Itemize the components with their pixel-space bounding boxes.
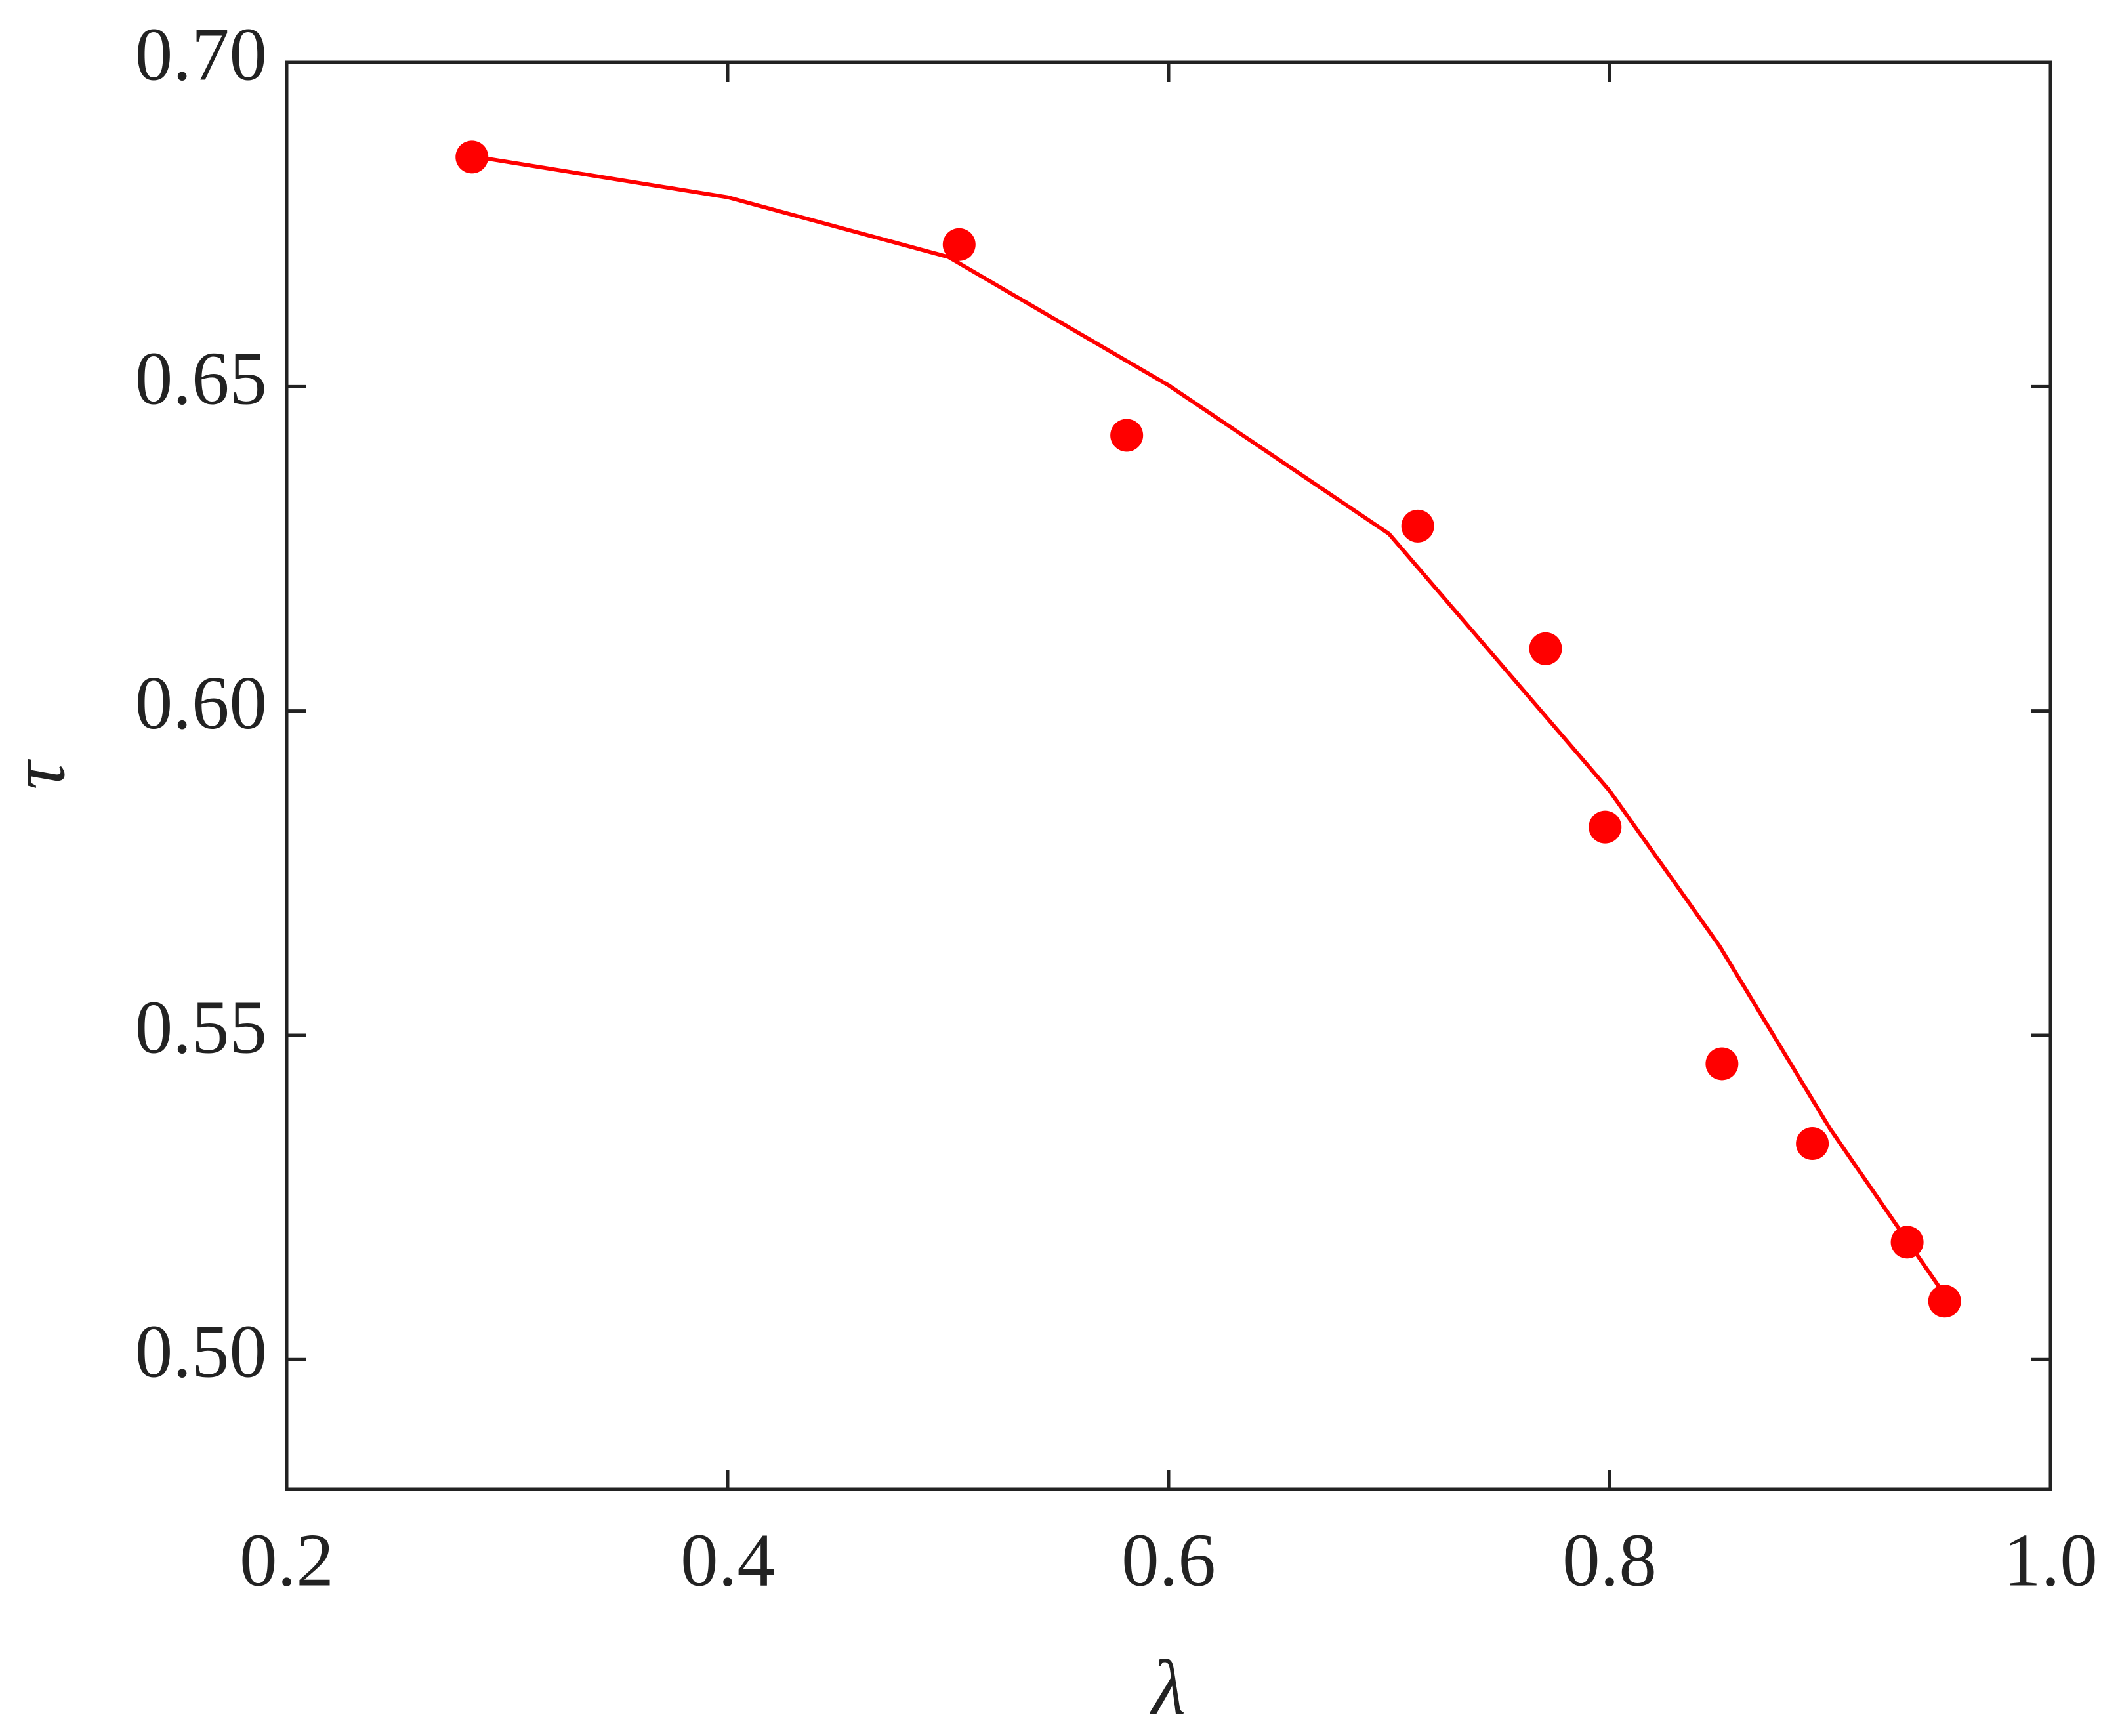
fit-line <box>484 156 1953 1306</box>
y-axis-label: τ <box>0 758 81 789</box>
x-tick-label: 0.8 <box>1562 1518 1657 1602</box>
data-point <box>1928 1285 1961 1318</box>
data-point <box>1401 509 1434 543</box>
data-point <box>942 228 976 261</box>
y-tick-label: 0.60 <box>135 661 267 745</box>
x-tick-label: 0.6 <box>1121 1518 1216 1602</box>
data-point <box>455 140 489 174</box>
plot-frame <box>285 60 2052 1491</box>
y-tick-label: 0.50 <box>135 1310 267 1394</box>
x-tick-label: 0.4 <box>680 1518 775 1602</box>
data-point <box>1589 810 1622 844</box>
data-point <box>1110 419 1144 452</box>
data-point <box>1529 632 1562 665</box>
x-axis-label: λ <box>1150 1644 1186 1731</box>
y-tick-label: 0.65 <box>135 337 267 421</box>
x-tick-label: 0.2 <box>239 1518 334 1602</box>
data-point <box>1705 1047 1739 1081</box>
y-tick-label: 0.55 <box>135 985 267 1069</box>
data-point <box>1796 1127 1829 1161</box>
y-tick-label: 0.70 <box>135 12 267 96</box>
x-tick-label: 1.0 <box>2003 1518 2098 1602</box>
